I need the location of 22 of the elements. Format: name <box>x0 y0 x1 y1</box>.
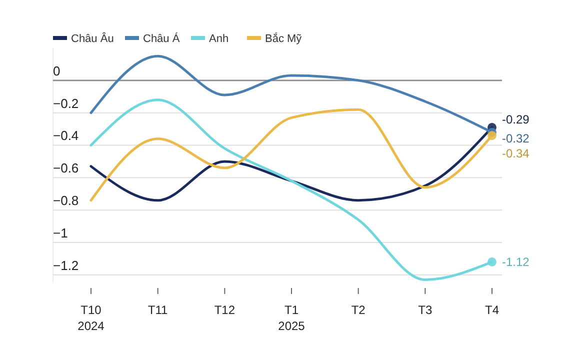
legend-label: Bắc Mỹ <box>265 32 302 45</box>
data-label: -1.12 <box>502 254 530 269</box>
y-tick-label: −0.6 <box>53 160 79 176</box>
y-tick-label: −0.8 <box>53 193 79 208</box>
x-tick-label: T11 <box>148 303 168 317</box>
legend-label: Châu Âu <box>71 32 114 45</box>
data-label: -0.32 <box>502 131 530 146</box>
x-tick-label: T12 <box>214 303 236 317</box>
y-tick-label: −0.4 <box>53 128 79 144</box>
x-tick-label: T10 2024 <box>78 303 105 333</box>
y-tick-label: −1 <box>53 225 68 240</box>
data-label: -0.29 <box>502 112 530 126</box>
y-tick-label: 0 <box>53 63 60 78</box>
x-tick-label: T4 <box>484 303 500 317</box>
x-tick-label: T3 <box>418 303 432 317</box>
y-tick-label: −1.2 <box>53 258 79 273</box>
legend-label: Châu Á <box>143 32 180 45</box>
x-tick-label: T2 <box>351 303 366 317</box>
data-label: -0.34 <box>502 146 530 161</box>
y-tick-label: −0.2 <box>53 96 79 111</box>
x-tick-label: T1 2025 <box>278 303 306 333</box>
legend-label: Anh <box>209 33 229 45</box>
